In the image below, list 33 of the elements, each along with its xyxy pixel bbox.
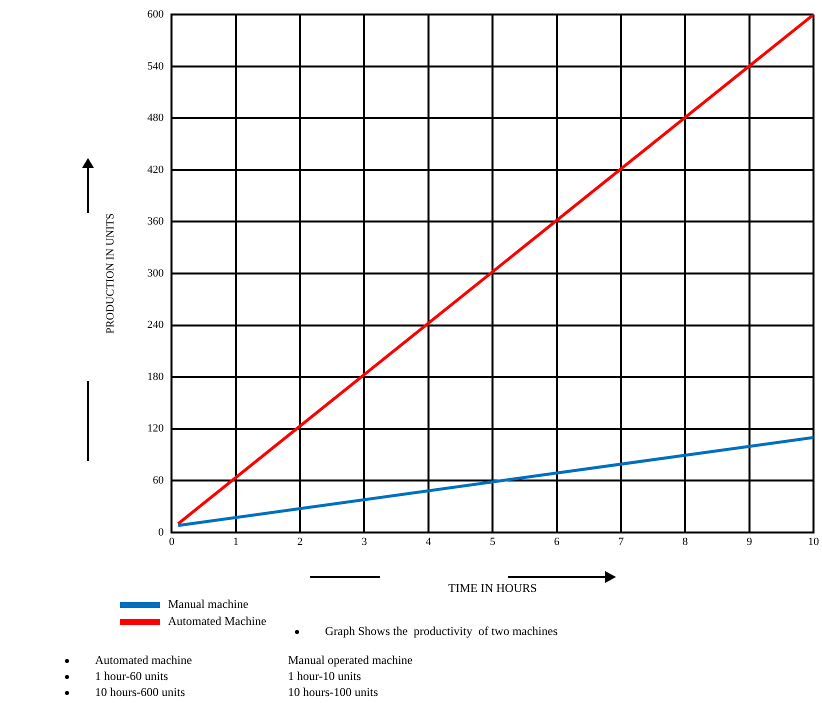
y-tick-label: 120 bbox=[147, 422, 164, 435]
y-tick-label: 420 bbox=[147, 164, 164, 176]
legend-label: Automated Machine bbox=[168, 614, 266, 629]
y-tick-label: 300 bbox=[147, 267, 164, 280]
x-tick-label: 5 bbox=[490, 536, 496, 548]
x-tick-label: 0 bbox=[168, 536, 175, 548]
text: 1 hour-60 units bbox=[94, 669, 170, 684]
x-tick-label: 7 bbox=[618, 536, 624, 548]
text: Graph Shows the productivity of two machines bbox=[324, 624, 559, 639]
y-tick-label: 600 bbox=[147, 8, 164, 20]
x-tick-label: 4 bbox=[426, 536, 432, 548]
x-tick-label: 2 bbox=[297, 536, 303, 548]
text: 1 hour-10 units bbox=[288, 669, 362, 684]
text: 10 hours-100 units bbox=[288, 685, 379, 700]
x-tick-label: 3 bbox=[361, 536, 368, 548]
legend-label: Manual machine bbox=[168, 597, 248, 612]
x-tick-label: 9 bbox=[746, 536, 753, 548]
x-tick-label: 6 bbox=[554, 536, 560, 548]
y-tick-label: 60 bbox=[152, 474, 164, 487]
y-tick-label: 360 bbox=[147, 216, 164, 228]
y-axis-title: PRODUCTION IN UNITS bbox=[104, 213, 116, 334]
y-tick-label: 240 bbox=[147, 319, 164, 332]
text: Manual operated machine bbox=[288, 653, 414, 668]
y-tick-label: 540 bbox=[147, 60, 164, 72]
x-tick-label: 1 bbox=[233, 536, 239, 548]
x-tick-label: 10 bbox=[808, 536, 820, 548]
y-tick-label: 480 bbox=[147, 112, 164, 124]
text: Automated machine bbox=[94, 653, 193, 668]
x-tick-label: 8 bbox=[682, 536, 688, 548]
text: 10 hours-600 units bbox=[94, 685, 186, 700]
y-tick-label: 180 bbox=[147, 370, 164, 383]
y-tick-label: 0 bbox=[158, 526, 164, 538]
x-axis-title: TIME IN HOURS bbox=[448, 580, 537, 595]
